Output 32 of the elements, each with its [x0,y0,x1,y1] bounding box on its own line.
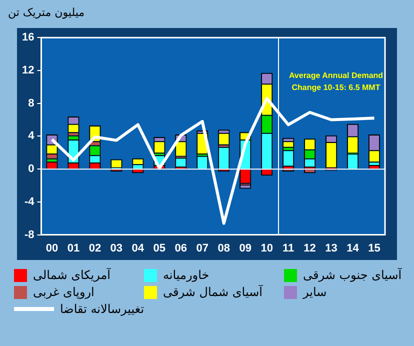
x-tick-label: 05 [153,242,166,254]
legend-label: سایر [303,285,327,299]
x-tick-label: 13 [325,242,338,254]
x-tick-label: 04 [132,242,145,254]
x-tick-label: 14 [346,242,360,254]
y-tick-label: 12 [22,64,34,76]
x-tick-label: 01 [67,242,80,254]
legend-label: آسیای شمال شرقی [163,285,262,299]
legend-label: آسیای جنوب شرقی [303,268,402,282]
y-tick-label: -4 [24,196,36,208]
y-axis-title: میلیون متریک تن [8,6,85,19]
annotation: Average Annual Demand Change 10-15: 6.5 MMT [288,70,384,94]
legend-label: تغییرسالانه تقاضا [60,302,144,316]
x-tick-label: 03 [110,242,123,254]
x-tick-label: 08 [218,242,230,254]
x-tick-label: 06 [174,242,188,254]
legend-label: اروپای غربی [33,285,94,299]
x-tick-label: 10 [260,242,273,254]
x-tick-label: 00 [46,242,58,254]
legend-label: خاورمیانه [163,268,210,282]
x-tick-label: 07 [196,242,208,254]
y-tick-label: 0 [28,163,34,176]
y-tick-label: 4 [28,130,36,142]
x-tick-label: 11 [282,242,294,254]
x-tick-label: 15 [368,242,380,254]
x-tick-label: 12 [304,242,316,254]
x-tick-label: 09 [239,242,252,254]
y-tick-label: 8 [28,97,34,110]
legend-label: آمریکای شمالی [33,268,111,282]
y-tick-label: 16 [22,32,34,44]
x-tick-label: 02 [88,242,102,254]
y-tick-label: -8 [24,228,34,241]
